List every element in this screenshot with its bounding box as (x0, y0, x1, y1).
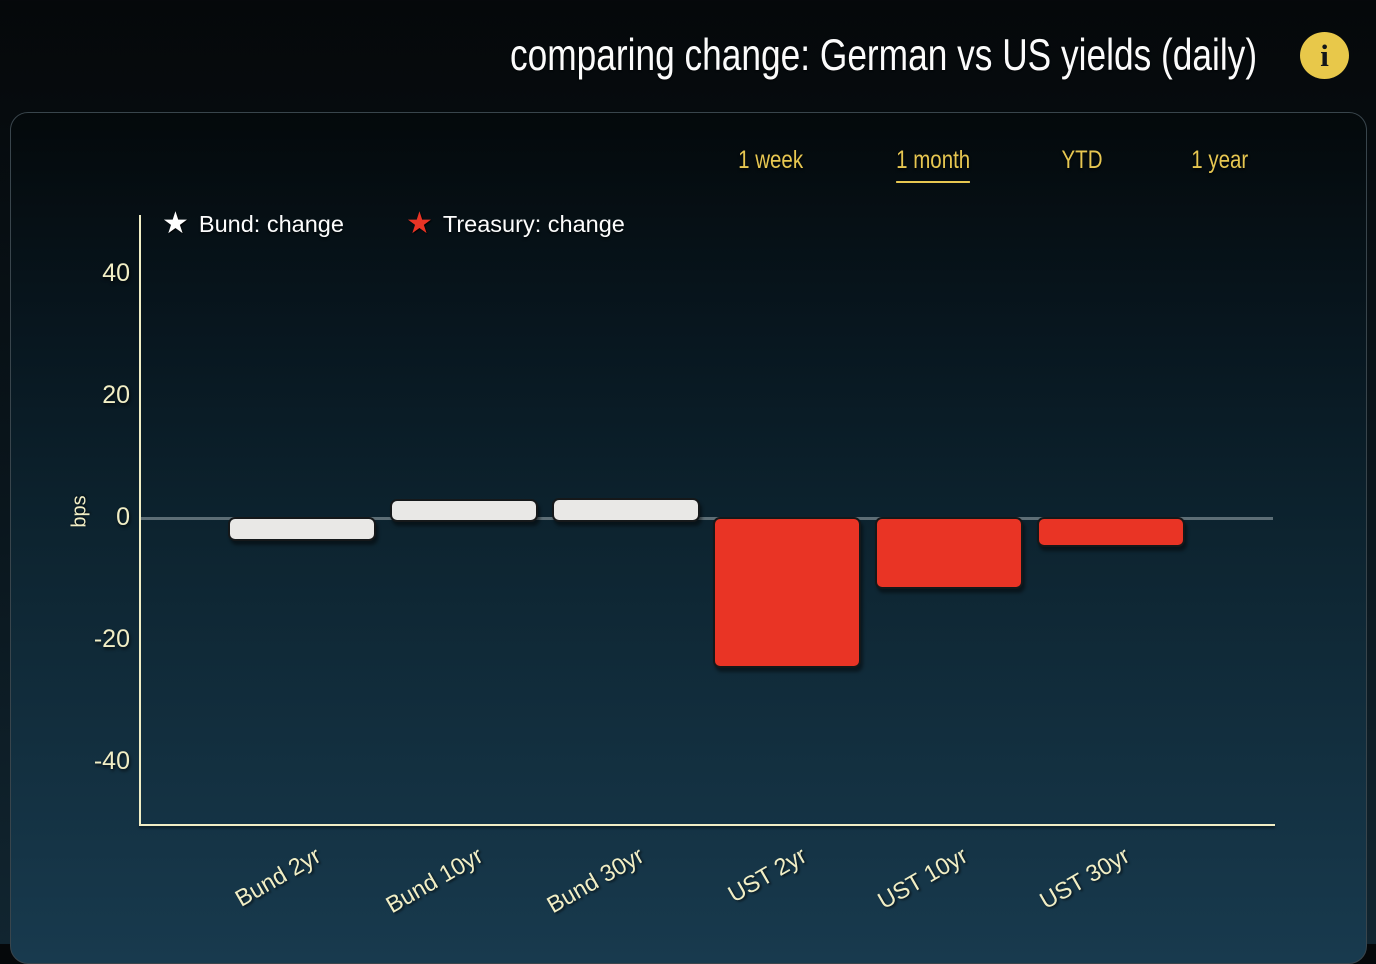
bar-ust-2yr[interactable] (713, 517, 862, 668)
period-tabs: 1 week 1 month YTD 1 year (731, 146, 1254, 183)
y-tick-label: 40 (102, 259, 130, 288)
star-icon: ★ (162, 207, 189, 240)
bar-ust-30yr[interactable] (1037, 517, 1185, 547)
legend-label: Treasury: change (442, 210, 625, 237)
tab-1-week[interactable]: 1 week (738, 146, 804, 174)
chart-legend: ★ Bund: change ★ Treasury: change (162, 207, 625, 240)
legend-item[interactable]: ★ Bund: change (162, 207, 344, 240)
page: comparing change: German vs US yields (d… (10, 30, 1367, 964)
y-axis-line (139, 215, 141, 826)
legend-label: Bund: change (198, 210, 344, 237)
bar-bund-30yr[interactable] (551, 498, 700, 522)
y-tick-label: 0 (116, 503, 130, 531)
info-icon[interactable]: i (1300, 32, 1349, 79)
page-title: comparing change: German vs US yields (d… (510, 30, 1258, 80)
tab-1-year[interactable]: 1 year (1190, 146, 1248, 174)
bar-bund-10yr[interactable] (389, 498, 538, 522)
tab-ytd[interactable]: YTD (1061, 146, 1103, 174)
y-tick-label: 20 (102, 381, 130, 410)
info-icon-glyph: i (1320, 37, 1329, 73)
tab-1-month[interactable]: 1 month (896, 146, 971, 183)
star-icon: ★ (405, 207, 433, 240)
y-tick-label: -40 (93, 746, 130, 775)
y-tick-label: -20 (93, 624, 130, 653)
legend-item[interactable]: ★ Treasury: change (405, 207, 625, 240)
zero-gridline (141, 517, 1273, 520)
x-axis-line (139, 824, 1275, 826)
bar-bund-2yr[interactable] (228, 517, 376, 542)
bar-ust-10yr[interactable] (875, 517, 1024, 589)
